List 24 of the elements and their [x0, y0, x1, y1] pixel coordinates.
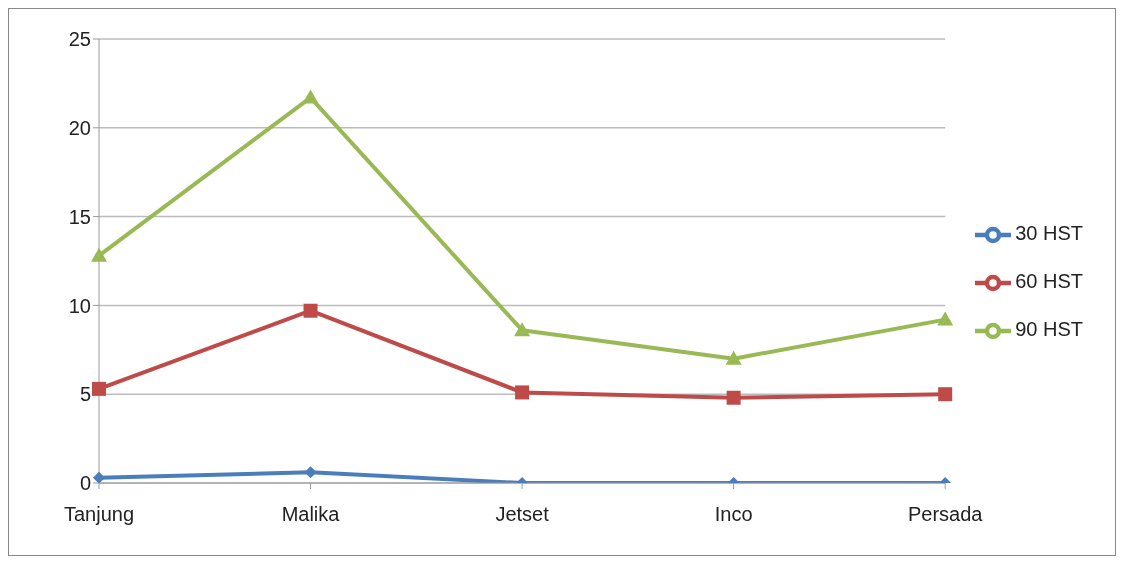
point	[302, 89, 319, 104]
point	[938, 387, 953, 402]
x-tick-label: Persada	[907, 503, 984, 526]
y-tick-label: 0	[79, 472, 91, 495]
x-tick-label: Jetset	[495, 503, 550, 526]
point	[937, 311, 954, 326]
point	[514, 322, 531, 337]
x-tick-label: Malika	[281, 503, 341, 526]
point	[303, 303, 318, 318]
y-tick-label: 15	[68, 205, 91, 228]
legend-label: 30 HST	[1015, 222, 1083, 244]
point	[726, 390, 741, 405]
point	[92, 381, 106, 396]
point	[91, 247, 107, 262]
legend-label: 60 HST	[1015, 270, 1083, 292]
x-tick-label: Tanjung	[63, 503, 135, 526]
point	[515, 385, 530, 400]
x-tick-label: Inco	[714, 503, 753, 526]
point	[725, 350, 742, 365]
y-tick-label: 25	[68, 28, 91, 51]
legend-label: 90 HST	[1015, 318, 1083, 340]
y-tick-label: 5	[79, 383, 91, 406]
y-tick-label: 10	[68, 294, 91, 317]
y-tick-label: 20	[68, 116, 91, 139]
